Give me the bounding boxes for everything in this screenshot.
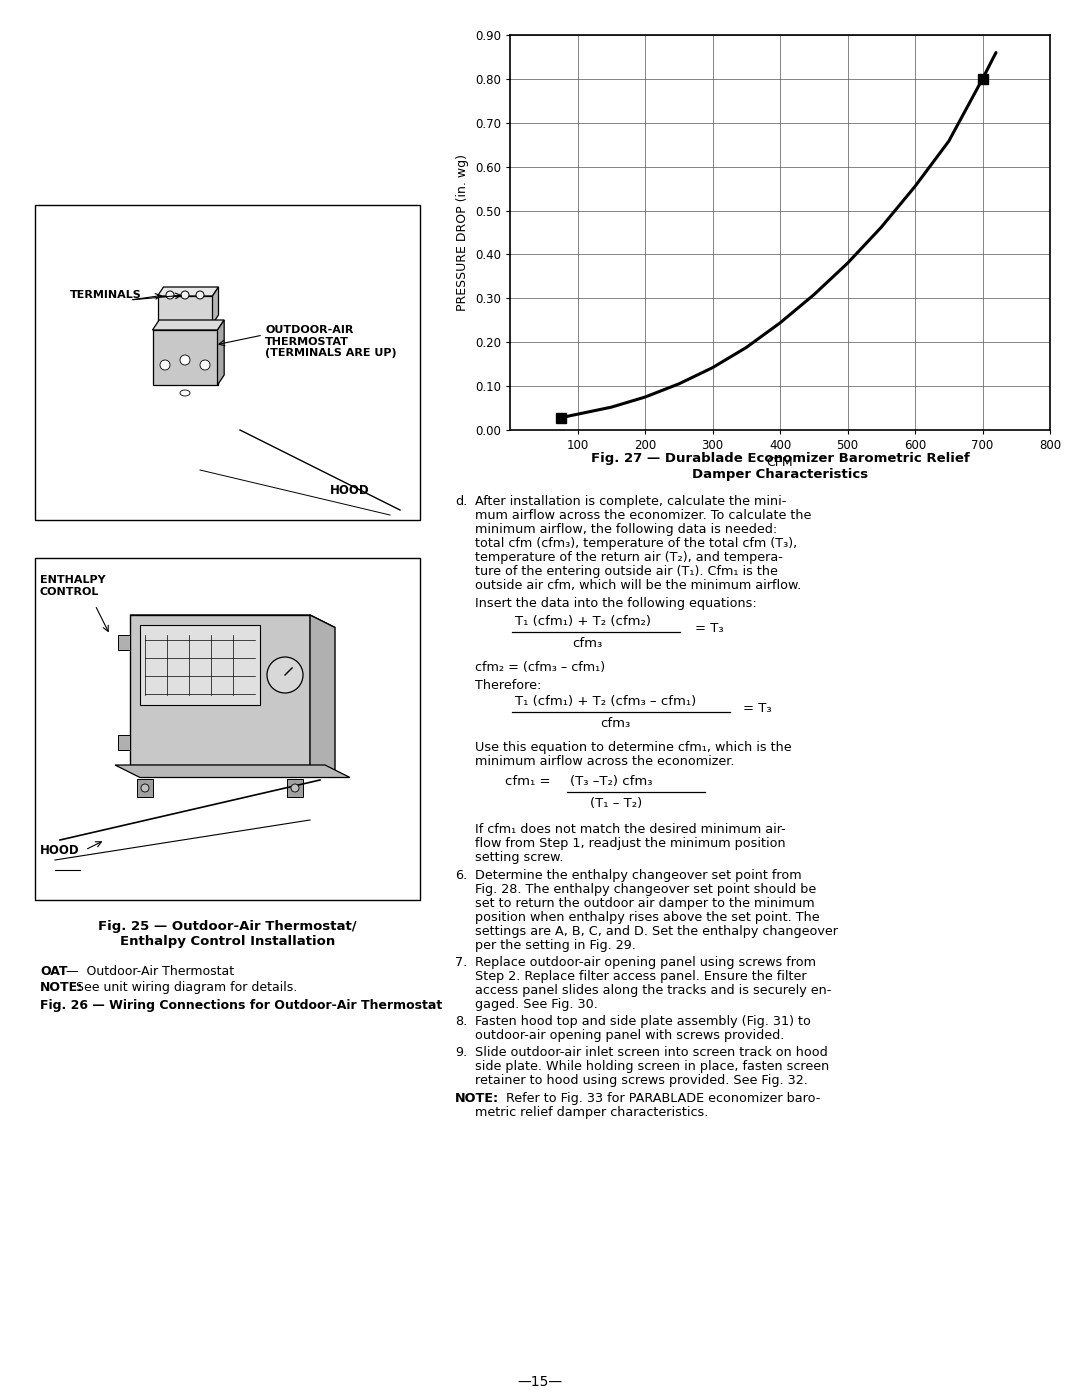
Polygon shape: [213, 286, 218, 324]
Circle shape: [195, 291, 204, 299]
Circle shape: [160, 360, 170, 370]
Text: TERMINALS: TERMINALS: [70, 291, 141, 300]
Text: = T₃: = T₃: [743, 703, 771, 715]
Text: Damper Characteristics: Damper Characteristics: [692, 468, 868, 481]
Text: 6.: 6.: [455, 869, 468, 882]
Circle shape: [200, 360, 210, 370]
Circle shape: [181, 291, 189, 299]
Circle shape: [180, 355, 190, 365]
Text: HOOD: HOOD: [40, 844, 80, 856]
Text: Fig. 25 — Outdoor-Air Thermostat/: Fig. 25 — Outdoor-Air Thermostat/: [98, 921, 356, 933]
Text: Replace outdoor-air opening panel using screws from: Replace outdoor-air opening panel using …: [475, 956, 816, 970]
Text: —  Outdoor-Air Thermostat: — Outdoor-Air Thermostat: [62, 965, 234, 978]
Text: 8.: 8.: [455, 1016, 468, 1028]
Text: total cfm (cfm₃), temperature of the total cfm (T₃),: total cfm (cfm₃), temperature of the tot…: [475, 536, 797, 550]
Ellipse shape: [180, 390, 190, 395]
Text: If cfm₁ does not match the desired minimum air-: If cfm₁ does not match the desired minim…: [475, 823, 786, 835]
Text: OUTDOOR-AIR
THERMOSTAT
(TERMINALS ARE UP): OUTDOOR-AIR THERMOSTAT (TERMINALS ARE UP…: [265, 326, 396, 358]
Polygon shape: [152, 320, 225, 330]
Text: settings are A, B, C, and D. Set the enthalpy changeover: settings are A, B, C, and D. Set the ent…: [475, 925, 838, 937]
Text: See unit wiring diagram for details.: See unit wiring diagram for details.: [68, 981, 297, 995]
Circle shape: [141, 784, 149, 792]
Text: per the setting in Fig. 29.: per the setting in Fig. 29.: [475, 939, 636, 951]
Text: access panel slides along the tracks and is securely en-: access panel slides along the tracks and…: [475, 983, 832, 997]
Text: Fig. 26 — Wiring Connections for Outdoor-Air Thermostat: Fig. 26 — Wiring Connections for Outdoor…: [40, 999, 442, 1011]
Polygon shape: [217, 320, 225, 386]
Text: Fig. 27 — Durablade Economizer Barometric Relief: Fig. 27 — Durablade Economizer Barometri…: [591, 453, 970, 465]
Text: OAT: OAT: [40, 965, 67, 978]
Text: gaged. See Fig. 30.: gaged. See Fig. 30.: [475, 997, 598, 1011]
Text: NOTE:: NOTE:: [40, 981, 83, 995]
Text: Step 2. Replace filter access panel. Ensure the filter: Step 2. Replace filter access panel. Ens…: [475, 970, 807, 983]
Text: mum airflow across the economizer. To calculate the: mum airflow across the economizer. To ca…: [475, 509, 811, 522]
Polygon shape: [137, 780, 153, 798]
Y-axis label: PRESSURE DROP (in. wg): PRESSURE DROP (in. wg): [457, 154, 470, 312]
Text: set to return the outdoor air damper to the minimum: set to return the outdoor air damper to …: [475, 897, 814, 909]
Text: = T₃: = T₃: [696, 622, 724, 636]
Polygon shape: [158, 286, 218, 296]
Text: NOTE:: NOTE:: [455, 1092, 499, 1105]
Text: Slide outdoor-air inlet screen into screen track on hood: Slide outdoor-air inlet screen into scre…: [475, 1046, 827, 1059]
Text: d.: d.: [455, 495, 468, 509]
Text: Determine the enthalpy changeover set point from: Determine the enthalpy changeover set po…: [475, 869, 801, 882]
Text: minimum airflow, the following data is needed:: minimum airflow, the following data is n…: [475, 522, 778, 536]
X-axis label: CFM: CFM: [767, 457, 794, 469]
Text: HOOD: HOOD: [330, 483, 369, 496]
Text: T₁ (cfm₁) + T₂ (cfm₃ – cfm₁): T₁ (cfm₁) + T₂ (cfm₃ – cfm₁): [515, 694, 697, 708]
Bar: [35, 557, 420, 900]
Circle shape: [267, 657, 303, 693]
Polygon shape: [130, 615, 335, 627]
Text: setting screw.: setting screw.: [475, 851, 564, 863]
Text: cfm₃: cfm₃: [572, 637, 603, 650]
Text: flow from Step 1, readjust the minimum position: flow from Step 1, readjust the minimum p…: [475, 837, 785, 849]
Text: side plate. While holding screen in place, fasten screen: side plate. While holding screen in plac…: [475, 1060, 829, 1073]
Text: retainer to hood using screws provided. See Fig. 32.: retainer to hood using screws provided. …: [475, 1074, 808, 1087]
Text: Enthalpy Control Installation: Enthalpy Control Installation: [120, 935, 335, 949]
Text: Insert the data into the following equations:: Insert the data into the following equat…: [475, 597, 757, 610]
Bar: [140, 624, 260, 705]
Polygon shape: [310, 615, 335, 778]
Text: 9.: 9.: [455, 1046, 468, 1059]
Text: position when enthalpy rises above the set point. The: position when enthalpy rises above the s…: [475, 911, 820, 923]
Text: After installation is complete, calculate the mini-: After installation is complete, calculat…: [475, 495, 786, 509]
Text: outdoor-air opening panel with screws provided.: outdoor-air opening panel with screws pr…: [475, 1030, 784, 1042]
Text: Fasten hood top and side plate assembly (Fig. 31) to: Fasten hood top and side plate assembly …: [475, 1016, 811, 1028]
Bar: [35, 205, 420, 520]
Text: outside air cfm, which will be the minimum airflow.: outside air cfm, which will be the minim…: [475, 578, 801, 592]
Polygon shape: [287, 780, 303, 798]
Polygon shape: [158, 296, 213, 324]
Polygon shape: [152, 330, 217, 386]
Text: minimum airflow across the economizer.: minimum airflow across the economizer.: [475, 754, 734, 768]
Text: Therefore:: Therefore:: [475, 679, 541, 692]
Text: Fig. 28. The enthalpy changeover set point should be: Fig. 28. The enthalpy changeover set poi…: [475, 883, 816, 895]
Text: 7.: 7.: [455, 956, 468, 970]
Bar: [118, 735, 130, 750]
Text: ENTHALPY
CONTROL: ENTHALPY CONTROL: [40, 576, 106, 597]
Circle shape: [166, 291, 174, 299]
Text: (T₁ – T₂): (T₁ – T₂): [590, 798, 643, 810]
Text: —15—: —15—: [517, 1375, 563, 1389]
Polygon shape: [114, 766, 350, 778]
Text: T₁ (cfm₁) + T₂ (cfm₂): T₁ (cfm₁) + T₂ (cfm₂): [515, 615, 651, 629]
Polygon shape: [130, 615, 310, 766]
Text: cfm₁ =: cfm₁ =: [505, 775, 551, 788]
Text: metric relief damper characteristics.: metric relief damper characteristics.: [475, 1106, 708, 1119]
Text: ture of the entering outside air (T₁). Cfm₁ is the: ture of the entering outside air (T₁). C…: [475, 564, 778, 578]
Text: cfm₃: cfm₃: [600, 717, 631, 731]
Text: Refer to Fig. 33 for PARABLADE economizer baro-: Refer to Fig. 33 for PARABLADE economize…: [498, 1092, 821, 1105]
Text: temperature of the return air (T₂), and tempera-: temperature of the return air (T₂), and …: [475, 550, 783, 564]
Text: Use this equation to determine cfm₁, which is the: Use this equation to determine cfm₁, whi…: [475, 740, 792, 754]
Bar: [118, 636, 130, 650]
Circle shape: [291, 784, 299, 792]
Text: cfm₂ = (cfm₃ – cfm₁): cfm₂ = (cfm₃ – cfm₁): [475, 661, 605, 673]
Text: (T₃ –T₂) cfm₃: (T₃ –T₂) cfm₃: [570, 775, 652, 788]
